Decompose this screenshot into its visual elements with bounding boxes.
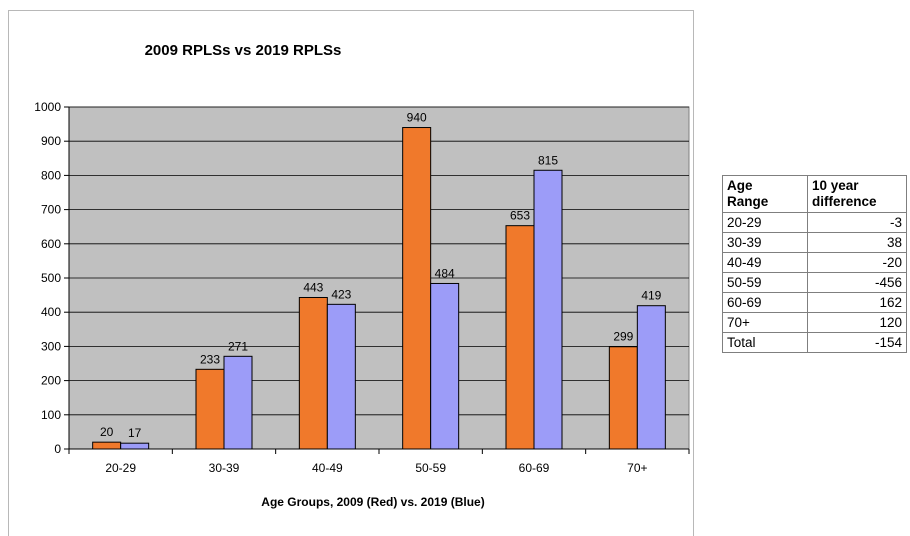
age-range-cell: 60-69 [722,292,808,313]
data-label: 20 [100,425,114,439]
data-label: 17 [128,426,142,440]
bar [92,441,122,450]
y-tick-label: 300 [41,339,61,353]
difference-cell: 38 [807,232,907,253]
bar [195,368,225,450]
bar [223,355,253,450]
y-tick-label: 200 [41,374,61,388]
table-row: 30-39 38 [722,232,907,253]
table-row: 70+ 120 [722,312,907,333]
difference-cell: -20 [807,252,907,273]
data-label: 299 [613,330,633,344]
difference-cell: -456 [807,272,907,293]
age-range-cell: 40-49 [722,252,808,273]
header-text-line: difference [812,194,877,209]
chart-frame: 2009 RPLSs vs 2019 RPLSs 0 100 200 300 400 50… [8,10,694,536]
plot-area: 0 100 200 300 400 500 600 700 800 900 1000 20 17 20-2… [34,100,690,475]
y-tick-label: 700 [41,203,61,217]
table-header-row: Age Range 10 year difference [722,175,907,213]
x-tick-label: 60-69 [519,461,550,475]
y-tick-label: 0 [54,442,61,456]
data-label: 419 [641,289,661,303]
data-label: 940 [407,111,427,125]
table-row: 50-59 -456 [722,272,907,293]
bar [636,305,666,450]
header-text-line: Age [727,178,753,193]
y-tick-label: 1000 [34,100,61,114]
y-tick-label: 800 [41,168,61,182]
header-age-range: Age Range [722,175,808,213]
table-row: 20-29 -3 [722,212,907,233]
data-label: 271 [228,339,248,353]
bar [326,303,356,450]
bar [120,442,150,450]
age-range-cell: 20-29 [722,212,808,233]
age-range-cell: 50-59 [722,272,808,293]
table-row: Total -154 [722,332,907,353]
chart-title: 2009 RPLSs vs 2019 RPLSs [145,42,342,59]
data-label: 815 [538,153,558,167]
bar [505,225,535,450]
y-tick-label: 100 [41,408,61,422]
x-axis-title: Age Groups, 2009 (Red) vs. 2019 (Blue) [261,495,484,509]
y-tick-label: 900 [41,134,61,148]
age-range-cell: 30-39 [722,232,808,253]
data-label: 443 [303,280,323,294]
bar-chart: 2009 RPLSs vs 2019 RPLSs 0 100 200 300 400 50… [34,42,690,509]
data-label: 484 [435,266,455,280]
header-text-line: Range [727,194,769,209]
bar [608,346,638,450]
difference-cell: 162 [807,292,907,313]
difference-cell: -3 [807,212,907,233]
age-range-cell: Total [722,332,808,353]
y-tick-label: 600 [41,237,61,251]
y-tick-label: 500 [41,271,61,285]
bar [533,169,563,450]
bar [430,282,460,450]
difference-table: Age Range 10 year difference 20-29 -3 30-39 3… [722,175,907,353]
data-label: 653 [510,209,530,223]
y-tick-label: 400 [41,305,61,319]
x-tick-label: 40-49 [312,461,343,475]
table-row: 60-69 162 [722,292,907,313]
x-tick-label: 20-29 [105,461,136,475]
x-tick-label: 70+ [627,461,647,475]
x-tick-label: 50-59 [415,461,446,475]
data-label: 233 [200,352,220,366]
bar [298,296,328,450]
table-row: 40-49 -20 [722,252,907,273]
header-text-line: 10 year [812,178,859,193]
bar [402,127,432,450]
data-label: 423 [331,287,351,301]
difference-cell: 120 [807,312,907,333]
age-range-cell: 70+ [722,312,808,333]
header-difference: 10 year difference [807,175,907,213]
difference-cell: -154 [807,332,907,353]
x-tick-label: 30-39 [209,461,240,475]
